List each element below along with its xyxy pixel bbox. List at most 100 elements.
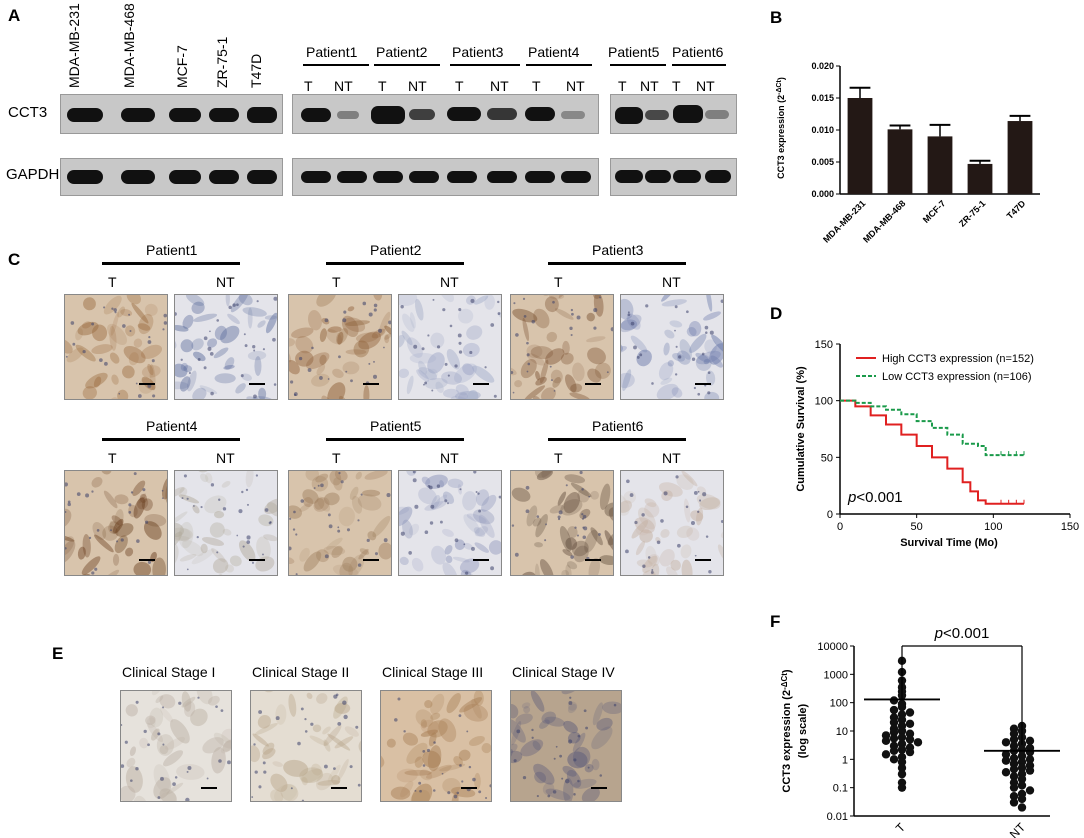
tissue-bg [621,471,723,575]
patient-label: Patient1 [306,44,358,60]
tissue-blob [474,295,489,305]
tissue-blob [425,368,438,380]
nucleus [185,797,190,801]
nucleus [99,358,103,362]
nucleus [345,370,348,373]
tissue-blob [223,364,235,370]
tissue-blob [187,370,197,392]
nucleus [412,478,417,483]
tissue-blob [200,543,208,554]
tissue-blob [572,732,586,753]
nucleus [433,789,436,792]
tissue-blob [153,777,172,800]
tissue-blob [459,697,483,713]
bar-chart-cct3-cell-lines: 0.000 0.005 0.010 0.015 0.020 CCT3 expression… [776,61,1040,245]
data-point [1009,772,1019,781]
tissue-blob [208,695,220,706]
tissue-blob [199,385,218,395]
nucleus [262,553,264,556]
tissue-blob [636,559,653,568]
nucleus [163,321,167,325]
tissue-blob [659,548,675,567]
nucleus [413,344,418,349]
tissue-blob [667,360,674,367]
nucleus [264,508,269,512]
nucleus [570,333,573,337]
data-point [1009,791,1019,801]
nucleus [707,391,711,395]
nucleus [128,503,132,507]
tissue-blob [418,360,428,375]
tissue-blob [399,368,410,378]
nucleus [76,492,81,497]
tissue-blob [319,328,327,343]
tissue-blob [572,746,591,768]
nucleus [525,509,530,514]
tissue-blob [546,331,558,343]
data-point [1025,736,1035,746]
nucleus [124,740,128,744]
tissue-blob [323,739,331,752]
stage-histology-image [120,690,232,802]
tissue-blob [151,691,163,696]
tissue-blob [410,789,431,801]
scale-bar [139,559,155,561]
tissue-blob [252,733,269,747]
tissue-blob [181,691,192,712]
tissue-blob [175,487,185,498]
tissue-blob [705,370,716,386]
tissue-blob [85,372,108,389]
nucleus [651,382,654,385]
nucleus [412,471,416,474]
tissue-blob [526,344,543,359]
nucleus [373,303,378,308]
tissue-blob [332,564,359,575]
nucleus [457,333,462,338]
tissue-blob [125,704,138,717]
tissue-blob [622,369,632,391]
nucleus [349,765,353,769]
panel-d-letter: D [770,304,783,323]
nucleus [685,505,689,509]
nucleus [187,765,192,770]
tumor-histology-image [288,294,392,400]
tissue-blob [679,339,692,360]
tissue-blob [488,540,501,555]
x-tick-label: NT [1007,820,1029,838]
nucleus [522,297,526,301]
data-point [881,736,891,746]
tissue-blob [267,502,277,517]
tissue-blob [289,556,295,565]
nucleus [453,794,458,799]
nucleus [472,777,476,782]
scale-bar [473,383,489,385]
tissue-blob [533,763,555,785]
bar [927,136,953,194]
tissue-blob [242,307,267,317]
tissue-blob [460,569,472,575]
y-tick-label: 150 [815,339,833,351]
nucleus [465,571,469,575]
nucleus [447,374,450,377]
tissue-blob [371,328,386,339]
nucleus [484,366,487,369]
tissue-blob [683,498,691,523]
nucleus [220,709,224,713]
tissue-blob [178,528,191,542]
tumor-histology-image [288,470,392,576]
tissue-blob [592,295,601,299]
tissue-blob [420,729,438,737]
tissue-blob [220,739,231,754]
nucleus [553,389,556,392]
tissue-blob [532,740,541,751]
nucleus [698,499,702,502]
nucleus [636,355,640,359]
normal-histology-image [398,470,502,576]
patient-underline [610,64,666,66]
tissue-blob [680,544,692,559]
patient-underline [102,438,240,441]
clinical-stage-label: Clinical Stage II [252,664,350,680]
tissue-blob [289,359,300,375]
nucleus [373,360,375,363]
nucleus [241,490,244,494]
